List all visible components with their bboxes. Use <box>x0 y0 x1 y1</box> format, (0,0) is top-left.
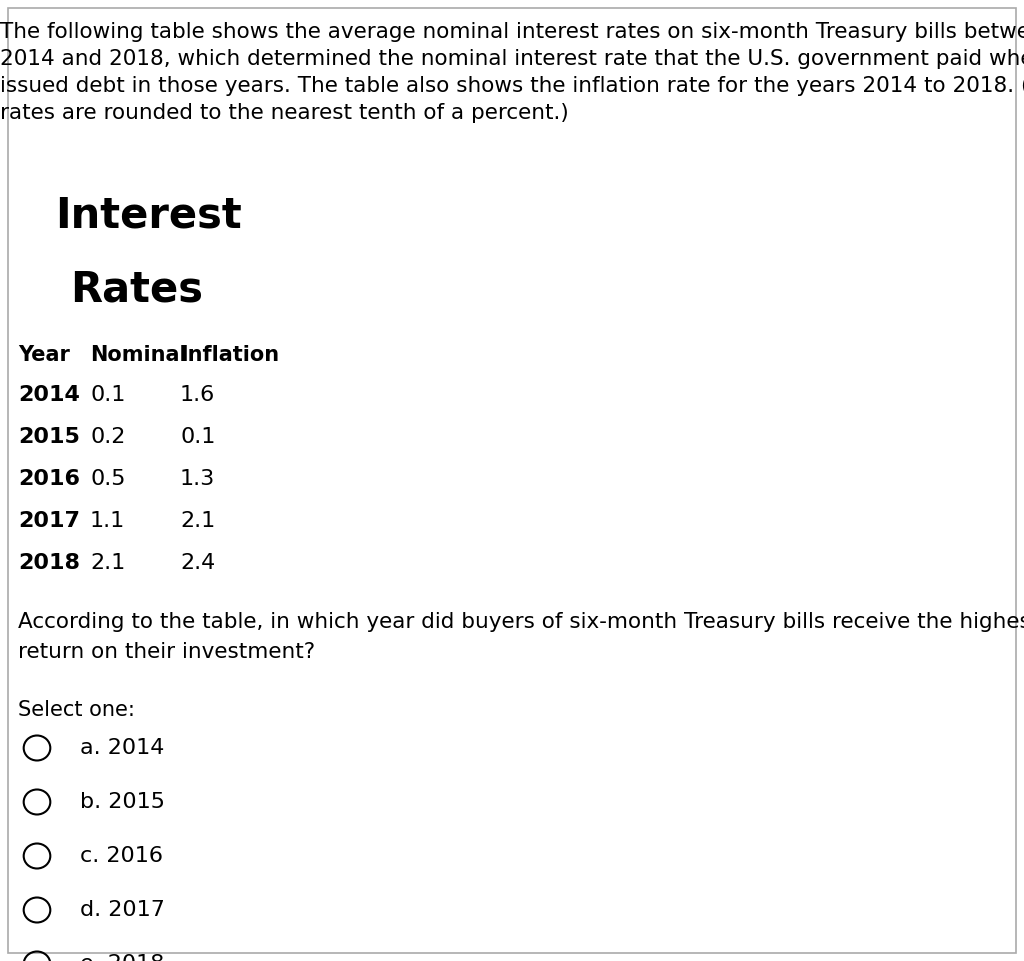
Text: Year: Year <box>18 345 70 365</box>
Text: Select one:: Select one: <box>18 700 135 720</box>
Text: The following table shows the average nominal interest rates on six-month Treasu: The following table shows the average no… <box>0 22 1024 42</box>
Text: 0.1: 0.1 <box>90 385 125 405</box>
Text: Interest: Interest <box>55 195 242 237</box>
Text: 2014: 2014 <box>18 385 80 405</box>
Text: 2.4: 2.4 <box>180 553 215 573</box>
Text: 0.1: 0.1 <box>180 427 215 447</box>
Text: issued debt in those years. The table also shows the inflation rate for the year: issued debt in those years. The table al… <box>0 76 1024 96</box>
Text: rates are rounded to the nearest tenth of a percent.): rates are rounded to the nearest tenth o… <box>0 103 568 123</box>
Text: a. 2014: a. 2014 <box>80 738 165 758</box>
Text: 1.3: 1.3 <box>180 469 215 489</box>
Text: e. 2018: e. 2018 <box>80 954 165 961</box>
Text: 2.1: 2.1 <box>90 553 125 573</box>
Text: 2015: 2015 <box>18 427 80 447</box>
Text: b. 2015: b. 2015 <box>80 792 165 812</box>
Text: Rates: Rates <box>70 268 203 310</box>
Text: 1.6: 1.6 <box>180 385 215 405</box>
Text: 2014 and 2018, which determined the nominal interest rate that the U.S. governme: 2014 and 2018, which determined the nomi… <box>0 49 1024 69</box>
Text: d. 2017: d. 2017 <box>80 900 165 920</box>
Text: 2.1: 2.1 <box>180 511 215 531</box>
Text: According to the table, in which year did buyers of six-month Treasury bills rec: According to the table, in which year di… <box>18 612 1024 632</box>
Text: c. 2016: c. 2016 <box>80 846 163 866</box>
Text: 0.5: 0.5 <box>90 469 126 489</box>
Text: Inflation: Inflation <box>180 345 280 365</box>
Text: 2016: 2016 <box>18 469 80 489</box>
Text: 0.2: 0.2 <box>90 427 125 447</box>
Text: return on their investment?: return on their investment? <box>18 642 315 662</box>
Text: 2017: 2017 <box>18 511 80 531</box>
Text: 2018: 2018 <box>18 553 80 573</box>
Text: Nominal: Nominal <box>90 345 186 365</box>
Text: 1.1: 1.1 <box>90 511 125 531</box>
